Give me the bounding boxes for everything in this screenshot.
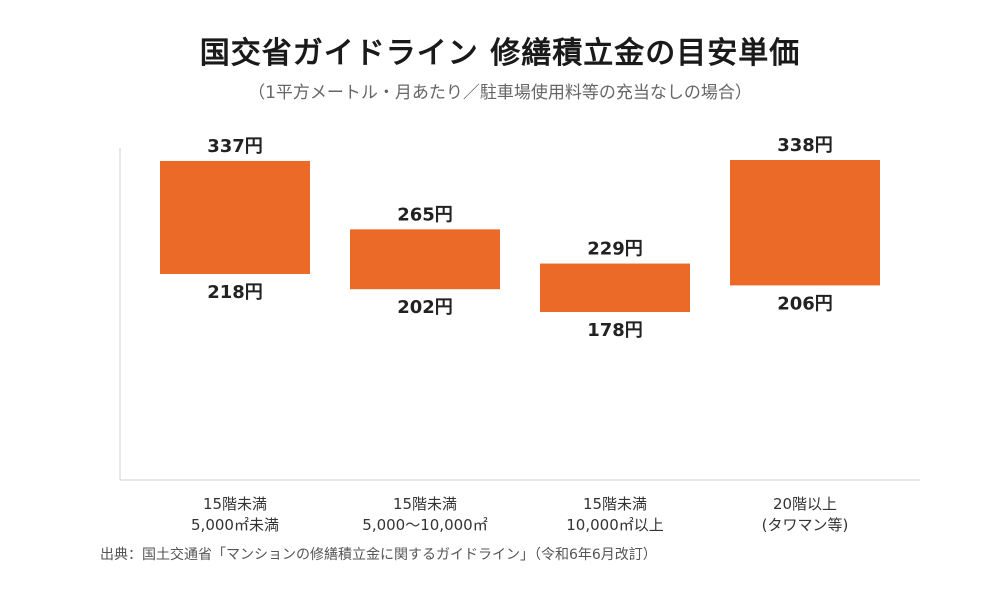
category-label-line1: 20階以上: [772, 495, 838, 513]
high-value-label: 337円: [207, 136, 263, 157]
low-value-label: 206円: [777, 293, 833, 314]
category-label-line1: 15階未満: [392, 495, 458, 513]
high-value-label: 338円: [777, 135, 833, 156]
category-label-line2: 10,000㎡以上: [566, 516, 664, 534]
category-label-line2: (タワマン等): [761, 516, 849, 534]
range-bar: [160, 160, 310, 274]
chart-subtitle: （1平方メートル・月あたり／駐車場使用料等の充当なしの場合）: [248, 83, 752, 103]
source-note: 出典：国土交通省「マンションの修繕積立金に関するガイドライン」（令和6年6月改訂…: [100, 547, 657, 563]
category-label-line2: 5,000〜10,000㎡: [362, 516, 488, 534]
category-label-2: 15階未満 5,000〜10,000㎡: [330, 494, 520, 536]
range-bar: [540, 263, 690, 312]
low-value-label: 178円: [587, 320, 643, 341]
low-value-label: 218円: [207, 282, 263, 303]
category-label-line1: 15階未満: [582, 495, 648, 513]
high-value-label: 265円: [397, 204, 453, 225]
category-label-line2: 5,000㎡未満: [191, 516, 279, 534]
high-value-label: 229円: [587, 239, 643, 260]
range-bar: [350, 229, 500, 290]
range-bar: [730, 160, 880, 286]
category-label-3: 15階未満 10,000㎡以上: [520, 494, 710, 536]
category-label-4: 20階以上 (タワマン等): [710, 494, 900, 536]
low-value-label: 202円: [397, 297, 453, 318]
chart-title: 国交省ガイドライン 修繕積立金の目安単価: [199, 36, 801, 71]
category-label-line1: 15階未満: [202, 495, 268, 513]
category-label-1: 15階未満 5,000㎡未満: [140, 494, 330, 536]
